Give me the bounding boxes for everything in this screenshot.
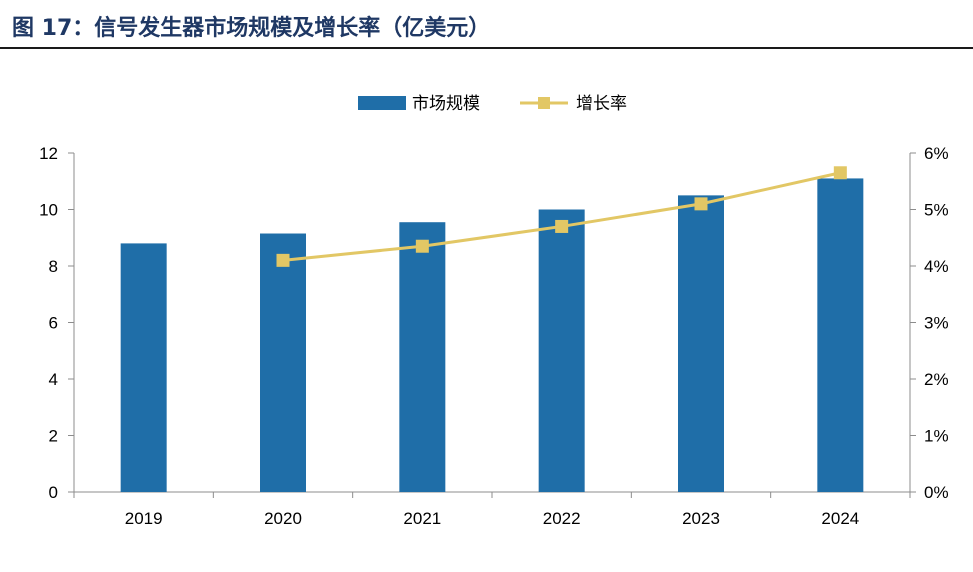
x-tick-label: 2022	[543, 509, 581, 528]
y-right-tick-label: 4%	[924, 257, 949, 276]
y-left-tick-label: 6	[49, 314, 58, 333]
bar	[678, 195, 724, 492]
x-tick-label: 2020	[264, 509, 302, 528]
y-left-tick-label: 10	[39, 201, 58, 220]
x-tick-label: 2021	[403, 509, 441, 528]
y-right-tick-label: 5%	[924, 201, 949, 220]
y-right-tick-label: 1%	[924, 427, 949, 446]
legend-label-bar: 市场规模	[412, 94, 480, 114]
line-point	[276, 253, 290, 267]
bar	[399, 222, 446, 492]
line-point	[694, 197, 708, 211]
bar-series	[120, 178, 864, 493]
x-tick-label: 2024	[821, 509, 859, 528]
y-right-tick-label: 2%	[924, 370, 949, 389]
y-left-tick-label: 4	[49, 370, 58, 389]
bar	[260, 233, 306, 492]
bar	[120, 243, 167, 492]
line-series	[276, 166, 847, 267]
line-point	[555, 219, 569, 233]
line-point	[415, 239, 429, 253]
x-tick-label: 2023	[682, 509, 720, 528]
y-right-tick-label: 3%	[924, 314, 949, 333]
x-tick-label: 2019	[125, 509, 163, 528]
axes	[68, 152, 916, 498]
bar	[817, 178, 864, 493]
y-left-tick-label: 12	[39, 144, 58, 163]
y-left-tick-label: 2	[49, 427, 58, 446]
legend-swatch-marker	[538, 97, 550, 109]
bar	[538, 209, 585, 492]
line-point	[833, 166, 847, 180]
legend-label-line: 增长率	[576, 94, 627, 114]
title-divider	[0, 47, 973, 49]
figure-title: 图 17：信号发生器市场规模及增长率（亿美元）	[12, 16, 491, 41]
y-left-tick-label: 8	[49, 257, 58, 276]
legend-swatch-bar	[358, 96, 406, 110]
y-right-tick-label: 6%	[924, 144, 949, 163]
legend: 市场规模 增长率	[358, 94, 627, 114]
y-left-tick-label: 0	[49, 483, 58, 502]
y-right-tick-label: 0%	[924, 483, 949, 502]
tick-labels: 0 2 4 6 8 10 12 0% 1% 2% 3% 4% 5% 6% 2019 2020 2021 2022 2…	[39, 144, 949, 528]
